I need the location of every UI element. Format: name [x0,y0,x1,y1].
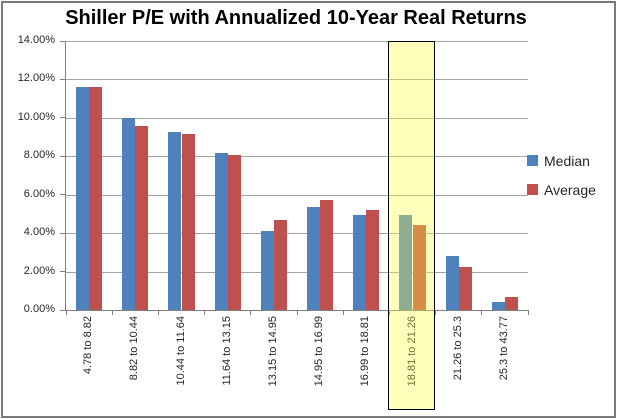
x-axis-tick [296,310,298,315]
chart-title: Shiller P/E with Annualized 10-Year Real… [65,7,527,29]
x-axis-tick [111,310,113,315]
bar-median-6 [307,207,320,310]
y-axis-tick [60,117,65,119]
bar-median-10 [491,302,505,310]
bar-median-7 [353,214,367,310]
x-axis-label: 18.81 to 21.26 [405,316,418,387]
bar-average-2 [135,125,149,310]
bar-median-4 [214,153,228,310]
bar-average-8 [412,224,426,310]
x-axis-tick [435,310,437,315]
y-axis-label: 10.00% [17,110,55,123]
x-axis-label: 25.3 to 43.77 [497,316,510,381]
y-axis-label: 4.00% [23,226,55,239]
x-axis-label: 8.82 to 10.44 [128,316,141,381]
x-axis-tick [204,310,206,315]
x-axis-label: 10.44 to 11.64 [174,316,187,386]
bar-average-1 [89,87,103,310]
gridline [66,233,528,235]
x-axis-tick [157,310,159,315]
legend-label: Average [544,181,596,198]
gridline [66,156,528,158]
legend-label: Median [544,152,590,169]
gridline [66,194,528,196]
x-axis-tick [481,310,483,315]
bar-average-9 [458,266,472,310]
bar-median-8 [399,214,413,310]
y-axis-label: 12.00% [17,72,55,85]
x-axis-label: 4.78 to 8.82 [82,316,95,375]
x-axis-label: 16.99 to 18.81 [359,316,372,387]
y-axis-tick [60,232,65,234]
x-axis-label: 13.15 to 14.95 [266,316,279,387]
gridline [66,41,528,42]
gridline [66,79,528,81]
bar-median-9 [445,256,459,310]
x-axis-label: 11.64 to 13.15 [220,316,233,386]
bar-median-1 [76,87,89,310]
y-axis-label: 2.00% [23,264,55,277]
x-axis-tick [342,310,344,315]
y-axis-tick [60,40,65,42]
legend-swatch-icon [527,155,538,166]
legend-item-median: Median [527,152,596,169]
x-axis-tick [65,310,67,315]
bar-average-3 [181,134,195,310]
bar-median-5 [260,231,274,310]
x-axis-label: 21.26 to 25.3 [451,316,464,381]
bar-average-4 [227,155,241,310]
y-axis-label: 14.00% [17,34,55,46]
bar-median-3 [168,132,182,310]
legend-swatch-icon [527,184,538,195]
y-axis-tick [60,271,65,273]
legend: Median Average [527,152,596,210]
bar-average-7 [366,210,380,310]
x-axis-tick [250,310,252,315]
y-axis-tick [60,155,65,157]
y-axis-label: 8.00% [23,149,55,162]
x-axis-tick [527,310,529,315]
y-axis-tick [60,194,65,196]
bar-average-10 [504,296,518,310]
y-axis-tick [60,309,65,311]
legend-item-average: Average [527,181,596,198]
bar-average-5 [273,219,287,310]
gridline [66,117,528,119]
gridline [66,271,528,273]
bar-median-2 [122,117,136,310]
x-axis-label: 14.95 to 16.99 [313,316,326,387]
plot-area [65,41,529,315]
bar-average-6 [320,200,334,310]
y-axis-label: 6.00% [23,187,55,200]
y-axis-tick [60,78,65,80]
y-axis-label: 0.00% [23,303,55,315]
